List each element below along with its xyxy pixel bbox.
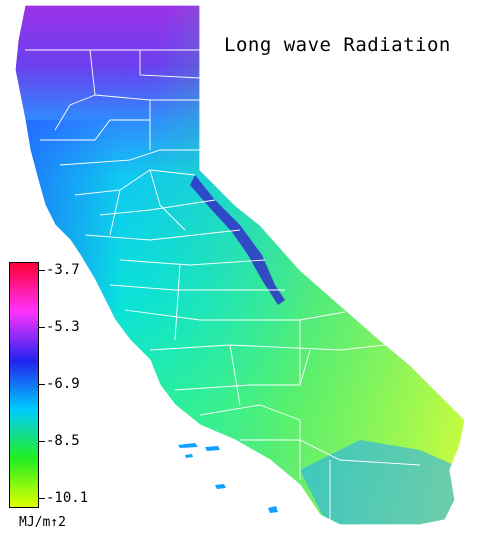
channel-islands xyxy=(178,443,278,513)
south-blue-region xyxy=(300,440,465,525)
legend-tick-label: -6.9 xyxy=(46,376,80,392)
legend-tick xyxy=(39,384,45,385)
legend-tick-label: -3.7 xyxy=(46,262,80,278)
county-boundaries xyxy=(25,49,421,525)
legend-tick xyxy=(39,270,45,271)
legend-tick xyxy=(39,441,45,442)
legend-tick-label: -10.1 xyxy=(46,490,89,506)
map-title: Long wave Radiation xyxy=(224,34,451,56)
legend-tick-label: -8.5 xyxy=(46,433,80,449)
sierra-nevada-band xyxy=(190,175,285,305)
legend-tick xyxy=(39,498,45,499)
legend-tick-label: -5.3 xyxy=(46,319,80,335)
color-scale-bar xyxy=(9,262,39,508)
legend-tick xyxy=(39,327,45,328)
legend-units: MJ/m↑2 xyxy=(19,515,66,530)
